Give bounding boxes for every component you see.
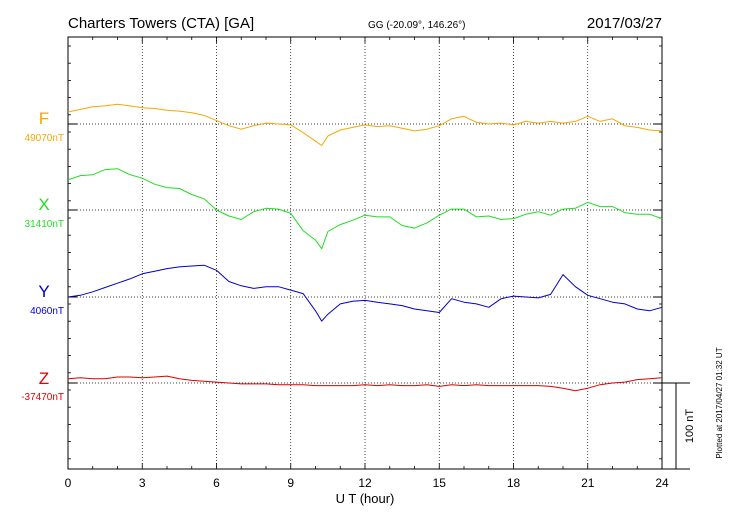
series-name-x: X xyxy=(38,195,49,214)
station-coordinates: GG (-20.09°, 146.26°) xyxy=(368,20,466,31)
x-tick-label: 15 xyxy=(433,476,447,490)
series-line-f xyxy=(67,103,663,146)
x-tick-label: 9 xyxy=(287,476,294,490)
station-title: Charters Towers (CTA) [GA] xyxy=(68,15,254,32)
scale-bar-label: 100 nT xyxy=(684,409,696,444)
series-baseline-x: 31410nT xyxy=(25,219,64,230)
series-line-x xyxy=(67,168,663,250)
series-name-y: Y xyxy=(38,282,49,301)
series-baseline-y: 4060nT xyxy=(30,306,64,317)
series-baseline-f: 49070nT xyxy=(25,133,64,144)
series-name-z: Z xyxy=(39,369,49,388)
grid xyxy=(141,37,589,469)
x-tick-label: 21 xyxy=(581,476,595,490)
x-tick-label: 6 xyxy=(213,476,220,490)
x-tick-labels: 0 3 6 9 12 15 18 21 24 xyxy=(65,476,669,490)
x-tick-label: 0 xyxy=(65,476,72,490)
series-lines xyxy=(67,103,663,392)
baselines xyxy=(68,123,662,384)
axis-ticks xyxy=(67,37,663,469)
series-line-y xyxy=(67,264,663,322)
plotted-timestamp: Plotted at 2017/04/27 01:32 UT xyxy=(715,347,724,458)
series-line-z xyxy=(67,375,663,392)
x-axis-title: U T (hour) xyxy=(336,491,395,506)
x-tick-label: 12 xyxy=(358,476,372,490)
x-tick-label: 3 xyxy=(139,476,146,490)
x-tick-label: 24 xyxy=(655,476,669,490)
scale-bar: 100 nT xyxy=(662,382,696,470)
date-label: 2017/03/27 xyxy=(587,15,662,32)
series-baseline-z: -37470nT xyxy=(21,392,64,403)
x-tick-label: 18 xyxy=(507,476,521,490)
series-name-f: F xyxy=(39,109,49,128)
